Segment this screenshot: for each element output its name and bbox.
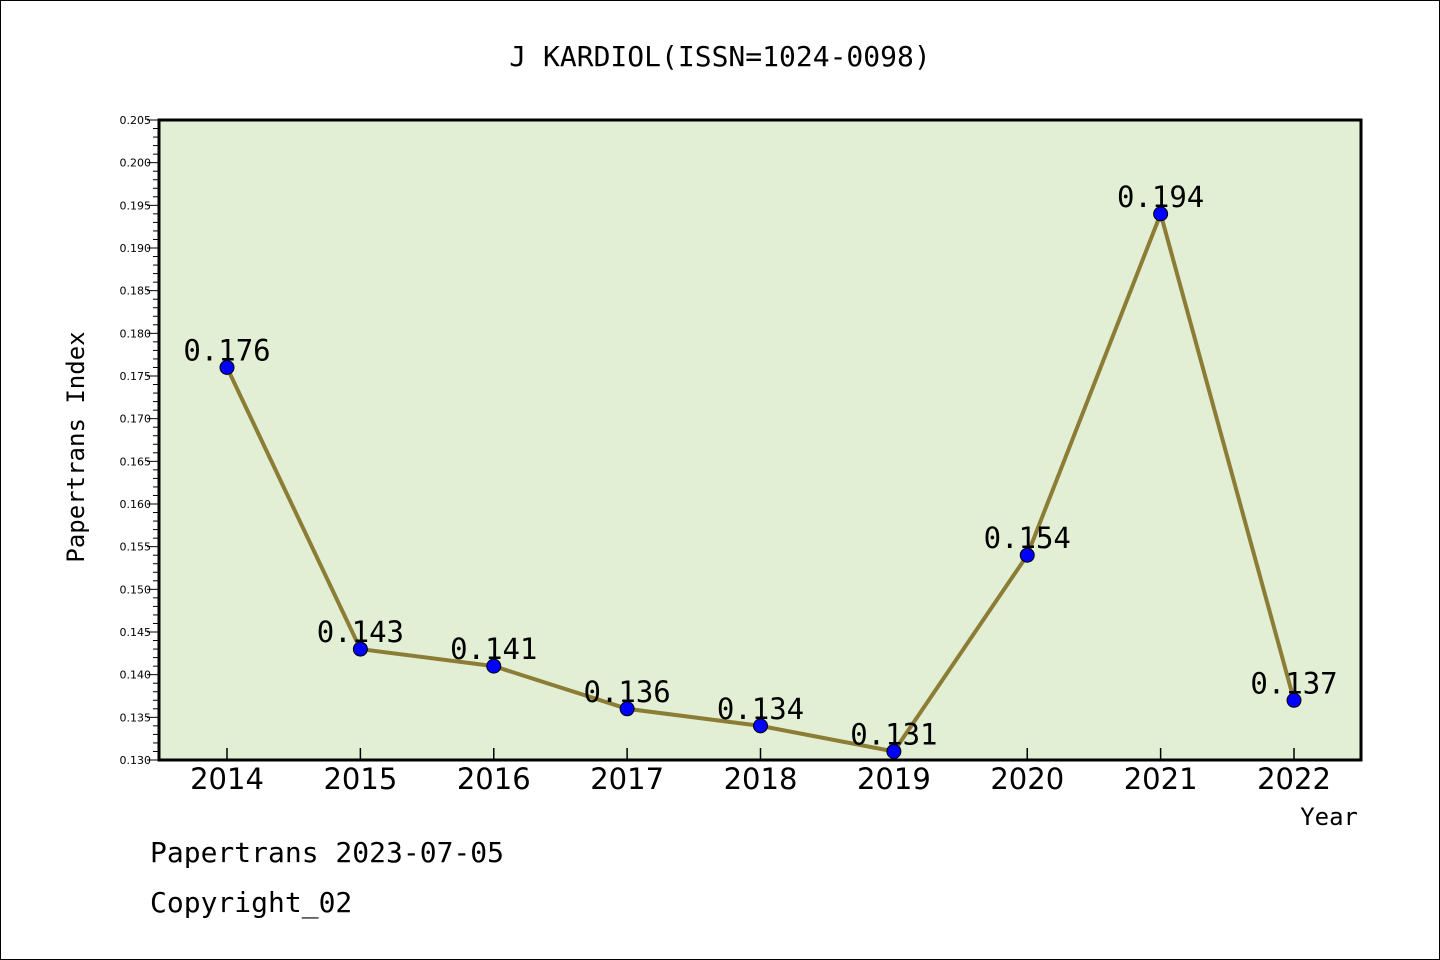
data-label: 0.141 bbox=[450, 632, 537, 666]
y-tick-label: 0.180 bbox=[120, 327, 152, 340]
x-tick-label: 2020 bbox=[990, 762, 1064, 796]
x-tick-label: 2015 bbox=[323, 762, 397, 796]
chart-title: J KARDIOL(ISSN=1024-0098) bbox=[509, 40, 930, 73]
data-label: 0.134 bbox=[717, 692, 804, 726]
x-tick-label: 2021 bbox=[1124, 762, 1198, 796]
data-label: 0.137 bbox=[1250, 666, 1337, 700]
y-tick-label: 0.205 bbox=[120, 114, 152, 127]
x-tick-label: 2018 bbox=[724, 762, 798, 796]
data-point bbox=[1019, 547, 1035, 563]
data-label: 0.154 bbox=[984, 521, 1071, 555]
x-tick-label: 2016 bbox=[457, 762, 531, 796]
data-point bbox=[352, 641, 368, 657]
y-tick-label: 0.195 bbox=[120, 199, 152, 212]
y-tick-label: 0.160 bbox=[120, 498, 152, 511]
x-axis-label: Year bbox=[1300, 803, 1358, 831]
x-tick-label: 2017 bbox=[590, 762, 664, 796]
y-tick-label: 0.185 bbox=[120, 285, 152, 298]
data-point bbox=[486, 658, 502, 674]
x-axis: 2014 2015 2016 2017 2018 2019 2020 2021 2022 bbox=[190, 748, 1331, 796]
y-tick-label: 0.140 bbox=[120, 669, 152, 682]
data-label: 0.136 bbox=[583, 675, 670, 709]
y-tick-label: 0.170 bbox=[120, 413, 152, 426]
footer-date: Papertrans 2023-07-05 bbox=[150, 836, 505, 869]
data-point bbox=[619, 701, 635, 717]
y-tick-label: 0.135 bbox=[120, 711, 152, 724]
x-tick-label: 2022 bbox=[1257, 762, 1331, 796]
y-tick-label: 0.155 bbox=[120, 541, 152, 554]
x-tick-label: 2014 bbox=[190, 762, 264, 796]
data-label: 0.194 bbox=[1117, 180, 1204, 214]
data-label: 0.143 bbox=[317, 615, 404, 649]
plot-area bbox=[157, 118, 1363, 762]
data-point bbox=[886, 743, 902, 759]
y-axis: 0.130 0.135 0.140 0.145 0.150 0.155 0.160 0.165… bbox=[120, 114, 159, 767]
y-tick-label: 0.165 bbox=[120, 455, 152, 468]
y-tick-label: 0.150 bbox=[120, 583, 152, 596]
y-tick-label: 0.130 bbox=[120, 754, 152, 767]
data-point bbox=[1153, 206, 1169, 222]
y-axis-label: Papertrans Index bbox=[62, 331, 90, 562]
x-tick-label: 2019 bbox=[857, 762, 931, 796]
data-point bbox=[753, 718, 768, 734]
data-label: 0.176 bbox=[183, 333, 270, 367]
footer-copyright: Copyright_02 bbox=[150, 886, 353, 919]
y-tick-label: 0.175 bbox=[120, 370, 152, 383]
y-tick-label: 0.200 bbox=[120, 157, 152, 170]
series-layer: 0.176 0.143 0.141 0.136 0.134 0.131 0.154 0.194… bbox=[183, 180, 1338, 759]
y-tick-label: 0.145 bbox=[120, 626, 152, 639]
data-point bbox=[219, 359, 235, 375]
data-point bbox=[1286, 692, 1302, 708]
data-label: 0.131 bbox=[850, 717, 937, 751]
y-tick-label: 0.190 bbox=[120, 242, 152, 255]
